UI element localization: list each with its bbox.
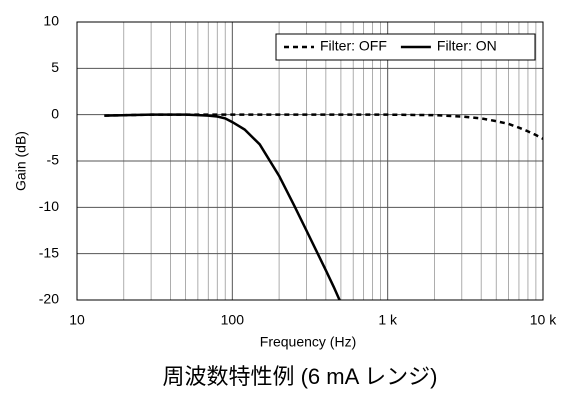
caption: 周波数特性例 (6 mA レンジ): [162, 364, 437, 389]
y-axis-label: Gain (dB): [13, 131, 29, 191]
y-tick-label: 0: [51, 105, 59, 121]
series-line: [104, 113, 341, 300]
y-tick-label: 10: [43, 13, 59, 29]
y-tick-label: -10: [39, 198, 59, 214]
x-tick-label: 100: [221, 312, 245, 328]
series-line: [104, 113, 543, 140]
x-axis-label: Frequency (Hz): [260, 334, 356, 350]
legend-label: Filter: ON: [437, 38, 497, 54]
y-tick-label: -5: [47, 152, 60, 168]
legend-label: Filter: OFF: [320, 38, 387, 54]
y-tick-label: 5: [51, 59, 59, 75]
y-tick-label: -20: [39, 291, 59, 307]
y-tick-label: -15: [39, 244, 59, 260]
x-tick-label: 1 k: [378, 312, 398, 328]
x-tick-label: 10: [69, 312, 85, 328]
x-tick-label: 10 k: [530, 312, 557, 328]
plot-frame: [76, 21, 544, 301]
